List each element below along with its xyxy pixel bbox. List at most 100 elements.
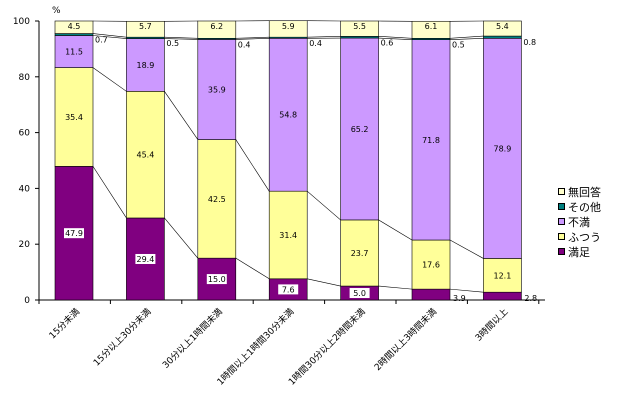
bar-segment xyxy=(54,67,94,167)
connector-line xyxy=(92,33,127,38)
legend-swatch xyxy=(558,218,565,225)
bar-segment xyxy=(411,39,451,241)
connector-line xyxy=(307,36,341,38)
y-tick-label: 100 xyxy=(13,17,30,27)
y-tick-label: 20 xyxy=(19,240,31,250)
series-connector-lines xyxy=(92,20,484,293)
connector-line xyxy=(164,91,199,140)
legend-item: 不満 xyxy=(558,214,601,229)
connector-line xyxy=(378,219,413,241)
legend-item: 無回答 xyxy=(558,184,601,199)
connector-line xyxy=(164,217,199,259)
legend-swatch xyxy=(558,233,565,240)
bar-segment xyxy=(126,20,165,38)
bar-segment xyxy=(268,37,308,192)
bar-segment xyxy=(268,190,308,280)
data-label: 5.4 xyxy=(496,22,509,31)
data-label: 0.5 xyxy=(452,40,465,49)
legend-swatch xyxy=(558,248,565,255)
legend-label: ふつう xyxy=(568,230,601,244)
data-label: 0.8 xyxy=(523,38,536,47)
legend-swatch xyxy=(558,188,565,195)
data-label: 45.4 xyxy=(136,151,154,160)
bar-segment xyxy=(126,91,165,219)
bar-segment xyxy=(340,20,379,37)
data-label: 35.9 xyxy=(208,85,226,94)
connector-line xyxy=(307,190,341,221)
data-label: 5.7 xyxy=(139,22,152,31)
bar-segment xyxy=(483,291,522,301)
bar-segment xyxy=(411,288,451,301)
data-label-bg xyxy=(349,288,370,299)
data-label: 35.4 xyxy=(65,113,83,122)
x-tick-label: 1時間以上1時間30分未満 xyxy=(214,306,296,388)
data-label: 47.9 xyxy=(65,229,83,238)
bar-segment xyxy=(483,20,522,37)
connector-line xyxy=(235,36,270,39)
y-tick-label: 0 xyxy=(24,296,30,306)
data-label: 78.9 xyxy=(493,144,511,153)
data-label: 0.4 xyxy=(309,39,322,48)
legend: 無回答 その他 不満 ふつう 満足 xyxy=(558,184,601,259)
bar-segment xyxy=(483,35,522,39)
legend-item: ふつう xyxy=(558,229,601,244)
data-label: 11.5 xyxy=(65,48,83,57)
bars xyxy=(54,20,522,301)
connector-line xyxy=(449,288,484,293)
connector-line xyxy=(449,239,484,259)
bar-segment xyxy=(197,39,237,140)
data-label: 54.8 xyxy=(279,111,297,120)
data-label: 3.9 xyxy=(453,294,466,303)
bar-segment xyxy=(340,37,379,221)
y-unit-label: % xyxy=(52,6,61,16)
data-label: 42.5 xyxy=(208,195,226,204)
data-label: 0.4 xyxy=(238,40,251,49)
data-label: 29.4 xyxy=(136,255,154,264)
data-label: 4.5 xyxy=(68,22,81,31)
legend-label: 無回答 xyxy=(568,185,601,199)
bar-segment xyxy=(126,38,165,92)
bar-segment xyxy=(54,35,94,68)
bar-segment xyxy=(483,258,522,293)
connector-line xyxy=(235,139,270,192)
bar-segment xyxy=(197,139,237,259)
data-label: 12.1 xyxy=(493,271,511,280)
bar-segment xyxy=(483,37,522,259)
data-label: 6.1 xyxy=(425,22,438,31)
connector-line xyxy=(378,36,413,39)
data-label-bg xyxy=(278,284,299,295)
y-tick-label: 80 xyxy=(19,73,31,83)
data-label: 6.2 xyxy=(210,22,223,31)
x-tick-label: 15分未満 xyxy=(46,306,82,342)
x-tick-label: 30分以上1時間未満 xyxy=(160,306,225,371)
data-label-bg xyxy=(135,253,156,264)
legend-label: その他 xyxy=(568,200,601,214)
data-label: 23.7 xyxy=(351,249,369,258)
bar-segment xyxy=(197,20,237,39)
data-label: 5.9 xyxy=(282,22,295,31)
connector-line xyxy=(164,36,198,39)
data-label: 15.0 xyxy=(208,275,226,284)
data-label: 0.6 xyxy=(381,38,394,47)
data-label: 0.5 xyxy=(166,39,179,48)
connector-line xyxy=(92,67,127,92)
bar-segment xyxy=(411,20,451,39)
data-label: 5.5 xyxy=(353,22,366,31)
bar-segment xyxy=(411,239,451,290)
data-label: 18.9 xyxy=(136,61,154,70)
data-label: 71.8 xyxy=(422,136,440,145)
connector-line xyxy=(449,35,484,39)
x-tick-label: 1時間30分以上2時間未満 xyxy=(286,306,368,388)
data-label: 2.8 xyxy=(524,294,537,303)
x-tick-labels: 15分未満 15分以上30分未満 30分以上1時間未満1時間以上1時間30分未満1時… xyxy=(46,306,510,388)
data-label: 7.6 xyxy=(282,285,295,294)
legend-swatch xyxy=(558,203,565,210)
data-labels: 47.9 35.4 11.5 0.7 4.5 29.4 45.4 18.9 0.5 5.7 15.0… xyxy=(64,22,537,303)
legend-item: その他 xyxy=(558,199,601,214)
axes: 0 20 40 60 80 100% xyxy=(13,6,545,306)
bar-segment xyxy=(54,20,94,34)
legend-item: 満足 xyxy=(558,244,601,259)
data-label-bg xyxy=(64,228,84,239)
data-label: 5.0 xyxy=(353,289,366,298)
